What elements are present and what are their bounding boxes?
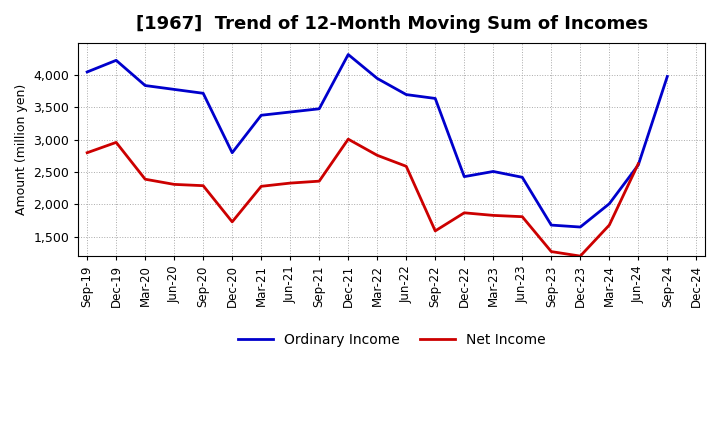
Ordinary Income — [83, 70, 91, 75]
Ordinary Income — [518, 175, 526, 180]
Net Income — [286, 180, 294, 186]
Ordinary Income — [257, 113, 266, 118]
Ordinary Income — [199, 91, 207, 96]
Line: Net Income: Net Income — [87, 139, 639, 256]
Line: Ordinary Income: Ordinary Income — [87, 55, 667, 227]
Net Income — [547, 249, 556, 254]
Net Income — [344, 136, 353, 142]
Title: [1967]  Trend of 12-Month Moving Sum of Incomes: [1967] Trend of 12-Month Moving Sum of I… — [135, 15, 648, 33]
Y-axis label: Amount (million yen): Amount (million yen) — [15, 84, 28, 215]
Ordinary Income — [344, 52, 353, 57]
Ordinary Income — [112, 58, 120, 63]
Net Income — [605, 223, 613, 228]
Net Income — [431, 228, 439, 234]
Ordinary Income — [547, 223, 556, 228]
Ordinary Income — [634, 162, 643, 168]
Net Income — [489, 213, 498, 218]
Ordinary Income — [402, 92, 410, 97]
Ordinary Income — [228, 150, 236, 155]
Net Income — [634, 161, 643, 166]
Net Income — [518, 214, 526, 219]
Net Income — [402, 164, 410, 169]
Ordinary Income — [460, 174, 469, 179]
Ordinary Income — [663, 74, 672, 79]
Net Income — [373, 153, 382, 158]
Net Income — [257, 183, 266, 189]
Ordinary Income — [576, 224, 585, 230]
Net Income — [460, 210, 469, 216]
Ordinary Income — [605, 201, 613, 206]
Legend: Ordinary Income, Net Income: Ordinary Income, Net Income — [233, 327, 552, 352]
Net Income — [199, 183, 207, 188]
Ordinary Income — [315, 106, 323, 111]
Ordinary Income — [141, 83, 150, 88]
Ordinary Income — [373, 76, 382, 81]
Net Income — [112, 140, 120, 145]
Net Income — [83, 150, 91, 155]
Ordinary Income — [170, 87, 179, 92]
Ordinary Income — [489, 169, 498, 174]
Net Income — [576, 253, 585, 259]
Net Income — [228, 219, 236, 224]
Net Income — [170, 182, 179, 187]
Ordinary Income — [431, 96, 439, 101]
Net Income — [315, 179, 323, 184]
Ordinary Income — [286, 110, 294, 115]
Net Income — [141, 176, 150, 182]
